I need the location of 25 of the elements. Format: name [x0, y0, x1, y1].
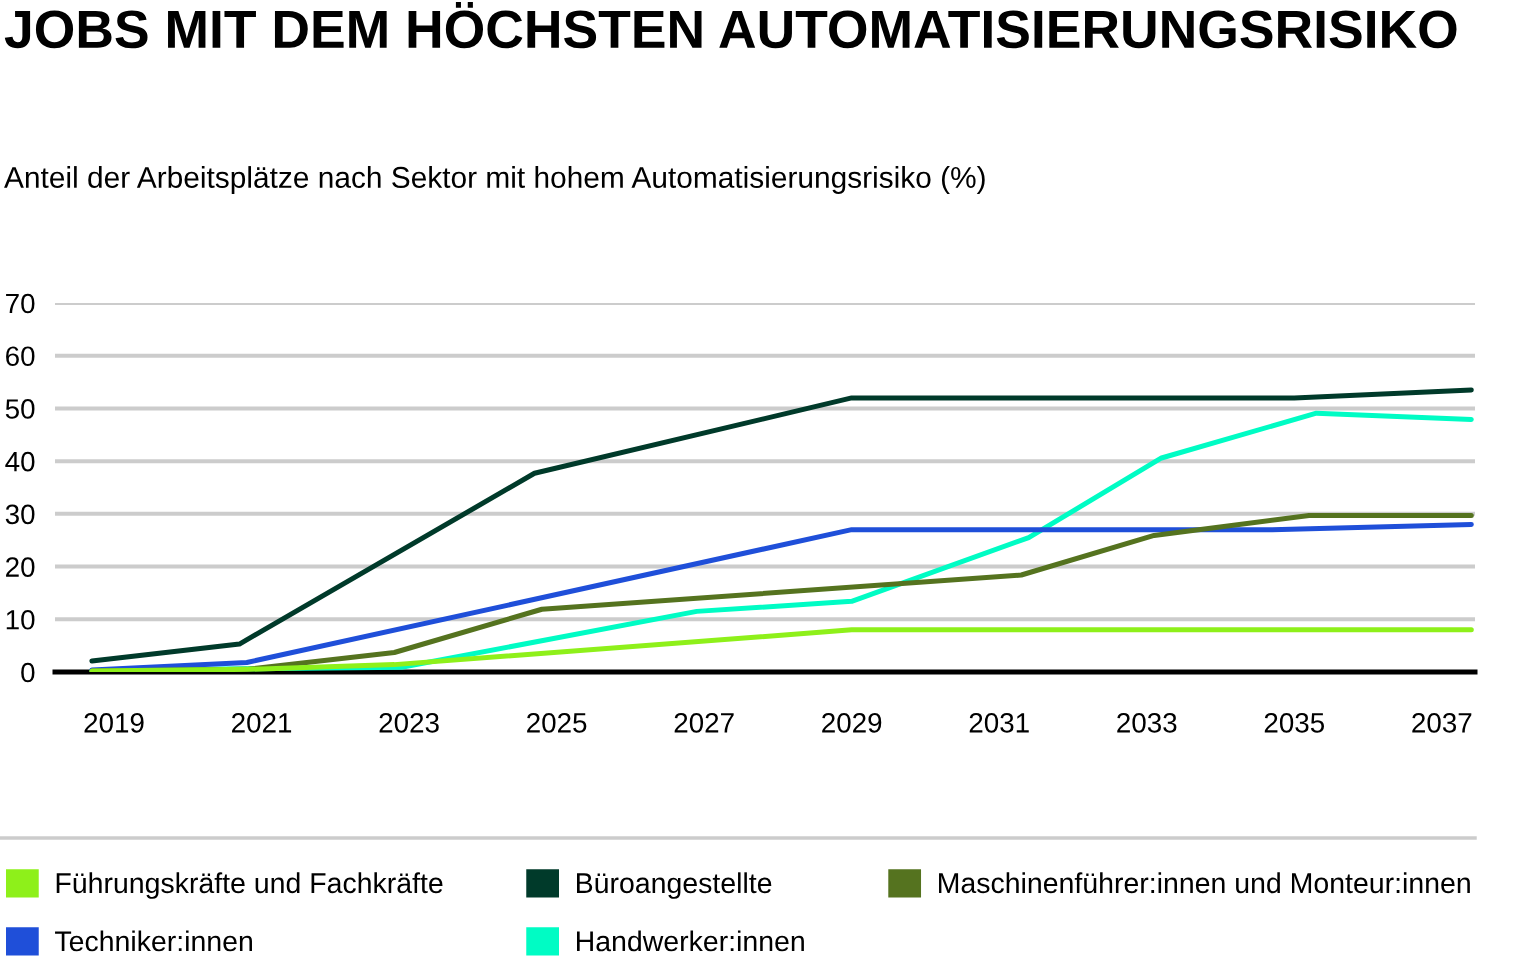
chart-subtitle: Anteil der Arbeitsplätze nach Sektor mit hohem Automatisierungsrisiko (%)	[4, 166, 985, 194]
y-tick-label: 30	[5, 504, 35, 525]
y-tick-label: 10	[6, 609, 35, 630]
legend-label: Techniker:innen	[55, 930, 252, 952]
x-tick-label: 2025	[527, 713, 587, 733]
y-tick-label: 40	[5, 451, 35, 472]
x-tick-label: 2027	[674, 713, 734, 733]
y-tick-label: 50	[5, 399, 35, 419]
x-tick-label: 2031	[969, 713, 1029, 733]
legend-label: Maschinenführer:innen und Monteur:innen	[939, 872, 1470, 894]
y-tick-label: 70	[6, 293, 35, 314]
x-tick-label: 2037	[1412, 713, 1472, 733]
legend-label: Büroangestellte	[577, 872, 772, 899]
x-tick-label: 2033	[1117, 713, 1177, 733]
x-tick-label: 2021	[232, 713, 292, 733]
x-tick-label: 2029	[822, 713, 882, 733]
legend-label: Führungskräfte und Fachkräfte	[56, 872, 443, 899]
y-tick-label: 0	[21, 662, 35, 683]
y-tick-label: 20	[6, 557, 35, 577]
x-tick-label: 2019	[84, 713, 144, 733]
legend-label: Handwerker:innen	[577, 930, 804, 952]
x-tick-label: 2035	[1264, 713, 1325, 733]
x-tick-label: 2023	[379, 713, 439, 733]
y-tick-label: 60	[6, 346, 35, 367]
chart-title: JOBS MIT DEM HÖCHSTEN AUTOMATISIERUNGSRISIKO	[4, 2, 1457, 49]
